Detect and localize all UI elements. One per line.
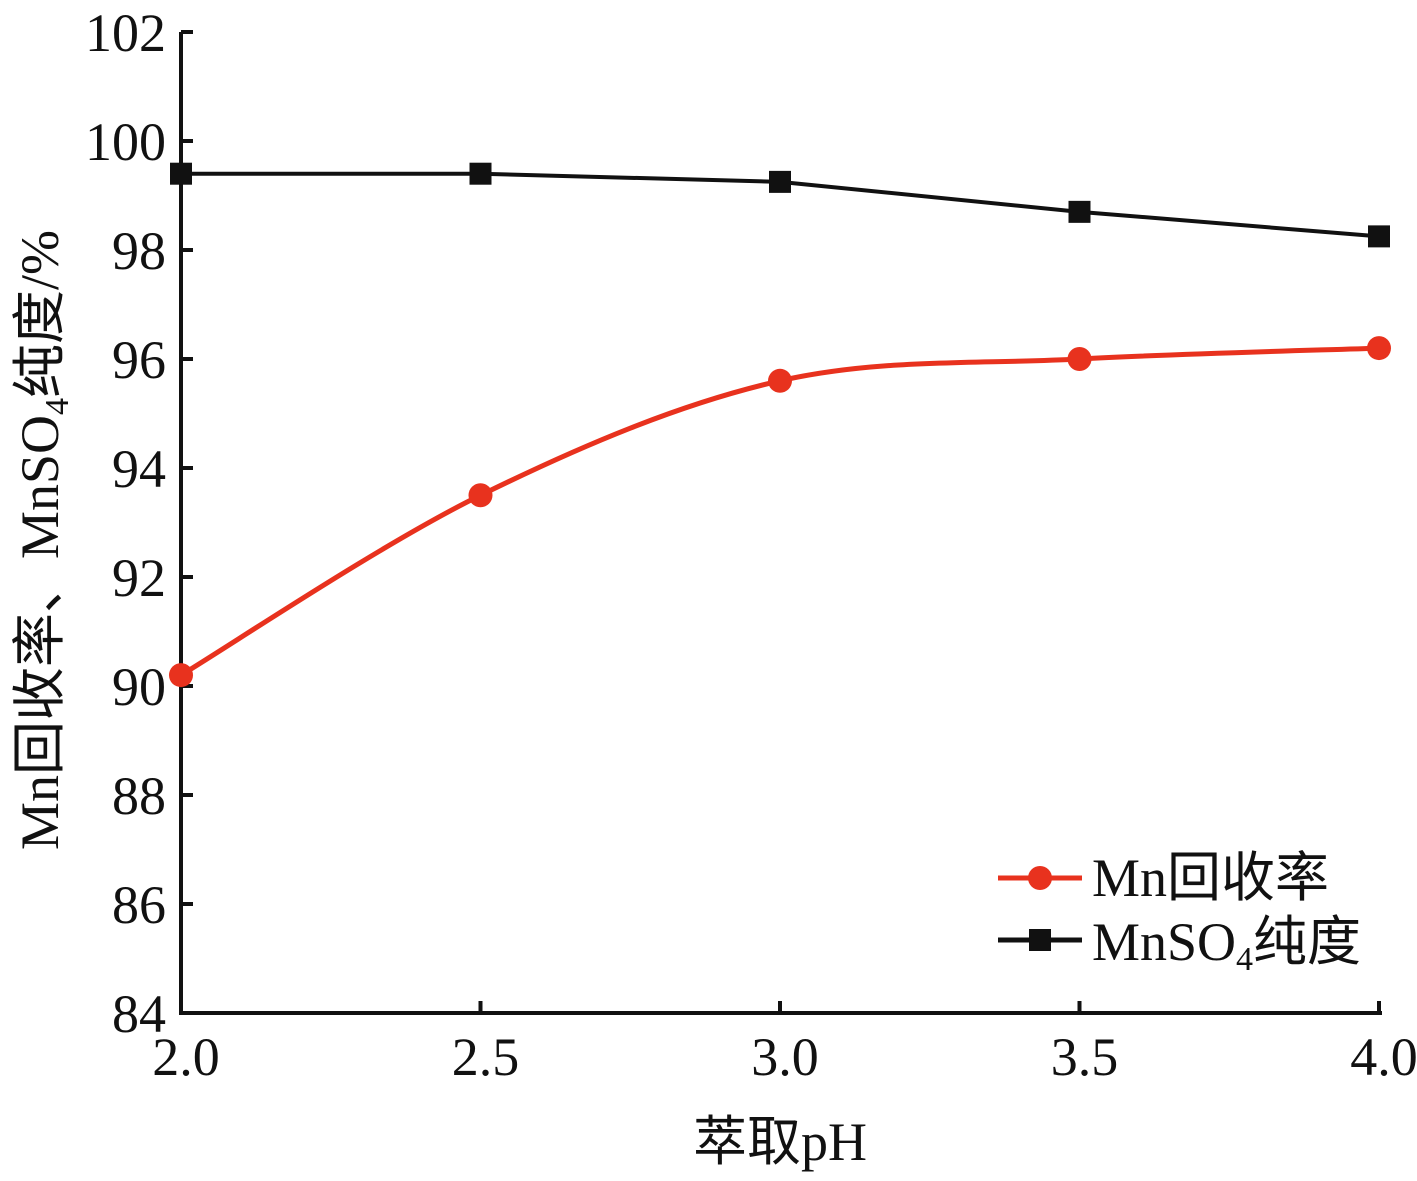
data-point-0 <box>468 483 493 508</box>
legend-entry-mnso4-purity: MnSO4纯度 <box>998 912 1361 978</box>
y-tick-label: 100 <box>85 112 166 172</box>
x-tick-label: 3.0 <box>751 1027 819 1087</box>
legend-label-mn-recovery: Mn回收率 <box>1092 848 1329 908</box>
x-tick-label: 2.5 <box>452 1027 520 1087</box>
y-tick-label: 96 <box>112 330 166 390</box>
x-axis-title: 萃取pH <box>693 1112 867 1172</box>
x-tick-label: 3.5 <box>1051 1027 1119 1087</box>
legend-label-mnso4-purity: MnSO4纯度 <box>1092 912 1361 978</box>
data-point-1 <box>1368 225 1390 248</box>
y-tick-label: 86 <box>112 875 166 935</box>
series-layer <box>169 162 1391 688</box>
legend: Mn回收率 MnSO4纯度 <box>998 848 1361 978</box>
y-tick-label: 88 <box>112 766 166 826</box>
data-point-0 <box>169 663 193 688</box>
data-point-0 <box>768 368 792 393</box>
data-point-1 <box>170 162 192 185</box>
y-tick-label: 102 <box>85 3 166 63</box>
y-tick-label: 84 <box>112 984 166 1044</box>
x-tick-label: 4.0 <box>1350 1027 1417 1087</box>
y-tick-label: 98 <box>112 221 166 281</box>
ticks: 84 86 88 90 92 94 96 98 100 102 2.0 2.5 3.0 3.5 4.0 <box>85 3 1417 1087</box>
data-point-0 <box>1367 336 1391 361</box>
data-point-1 <box>1068 200 1091 223</box>
legend-entry-mn-recovery: Mn回收率 <box>998 848 1329 908</box>
data-point-1 <box>469 162 492 185</box>
data-point-0 <box>1067 347 1092 371</box>
y-tick-label: 92 <box>112 548 166 608</box>
y-tick-label: 90 <box>112 657 166 717</box>
x-tick-label: 2.0 <box>152 1027 220 1087</box>
data-point-1 <box>769 170 791 193</box>
legend-marker-mn-recovery <box>1028 866 1052 890</box>
series-line-0 <box>179 345 1380 678</box>
legend-marker-mnso4-purity <box>1029 929 1051 951</box>
y-tick-label: 94 <box>112 439 166 499</box>
y-axis-title: Mn回收率、MnSO4纯度/% <box>10 230 76 850</box>
